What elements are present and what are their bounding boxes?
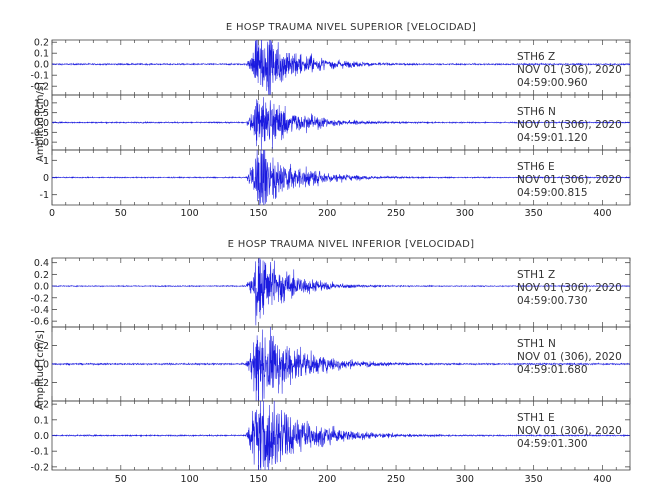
x-tick-label: 350: [525, 474, 543, 485]
seismic-trace: [52, 327, 630, 401]
y-tick-label: 0.5: [34, 108, 49, 119]
seismic-trace: [52, 401, 630, 470]
y-tick-label: -1: [40, 190, 49, 201]
y-axis-label: Amplitud [cm/s]: [35, 330, 46, 410]
time-label: 04:59:00.730: [517, 295, 588, 307]
y-tick-label: 0.2: [34, 270, 49, 281]
y-tick-label: -0.6: [30, 317, 49, 328]
x-tick-label: 50: [115, 474, 127, 485]
station-label: STH1 Z: [517, 269, 555, 281]
y-tick-label: 0.0: [34, 282, 49, 293]
x-tick-label: 200: [318, 474, 336, 485]
seismic-trace: [52, 40, 630, 95]
y-tick-label: -0.5: [30, 128, 49, 139]
station-label: STH6 E: [517, 161, 555, 173]
x-tick-label: 350: [525, 208, 543, 219]
x-tick-label: 400: [593, 208, 611, 219]
y-tick-label: -0.1: [30, 447, 49, 458]
time-label: 04:59:01.680: [517, 364, 588, 376]
y-tick-label: 0.0: [34, 60, 49, 71]
x-tick-label: 250: [387, 208, 405, 219]
station-label: STH6 N: [517, 106, 556, 118]
x-tick-label: 400: [593, 474, 611, 485]
chart-0: E HOSP TRAUMA NIVEL SUPERIOR [VELOCIDAD]…: [30, 22, 631, 219]
date-label: NOV 01 (306), 2020: [517, 282, 622, 294]
x-tick-label: 100: [181, 474, 199, 485]
time-label: 04:59:01.300: [517, 438, 588, 450]
y-tick-label: -0.2: [30, 378, 49, 389]
y-tick-label: 0.0: [34, 431, 49, 442]
y-tick-label: 0.1: [34, 415, 49, 426]
x-tick-label: 300: [456, 208, 474, 219]
x-tick-label: 300: [456, 474, 474, 485]
y-axis-label: Amplitud [cm/s]: [35, 82, 46, 162]
y-tick-label: -0.2: [30, 462, 49, 473]
y-tick-label: -0.2: [30, 82, 49, 93]
y-tick-label: 0.2: [34, 341, 49, 352]
x-tick-label: 100: [181, 208, 199, 219]
date-label: NOV 01 (306), 2020: [517, 119, 622, 131]
x-tick-label: 150: [249, 208, 267, 219]
x-tick-label: 50: [115, 208, 127, 219]
y-tick-label: 0.2: [34, 38, 49, 49]
time-label: 04:59:00.960: [517, 77, 588, 89]
x-tick-label: 150: [249, 474, 267, 485]
time-label: 04:59:01.120: [517, 132, 588, 144]
y-tick-label: 0.4: [34, 258, 49, 269]
chart-title: E HOSP TRAUMA NIVEL SUPERIOR [VELOCIDAD]: [226, 22, 476, 33]
y-tick-label: -0.4: [30, 305, 49, 316]
y-tick-label: 0.2: [34, 400, 49, 411]
station-label: STH6 Z: [517, 51, 555, 63]
y-tick-label: 0.0: [34, 360, 49, 371]
seismic-trace: [52, 97, 630, 150]
station-label: STH1 E: [517, 412, 555, 424]
y-tick-label: 0.1: [34, 49, 49, 60]
x-tick-label: 0: [49, 208, 55, 219]
time-label: 04:59:00.815: [517, 187, 588, 199]
date-label: NOV 01 (306), 2020: [517, 174, 622, 186]
station-label: STH1 N: [517, 338, 556, 350]
chart-title: E HOSP TRAUMA NIVEL INFERIOR [VELOCIDAD]: [228, 239, 475, 250]
y-tick-label: 0.0: [34, 118, 49, 129]
date-label: NOV 01 (306), 2020: [517, 64, 622, 76]
seismic-trace: [52, 150, 630, 205]
date-label: NOV 01 (306), 2020: [517, 425, 622, 437]
seismic-trace: [52, 258, 630, 326]
y-tick-label: -0.2: [30, 293, 49, 304]
date-label: NOV 01 (306), 2020: [517, 351, 622, 363]
y-tick-label: -1.0: [30, 138, 49, 149]
y-tick-label: 0: [43, 173, 49, 184]
x-tick-label: 250: [387, 474, 405, 485]
y-tick-label: 1.0: [34, 98, 49, 109]
x-tick-label: 200: [318, 208, 336, 219]
y-tick-label: -0.1: [30, 71, 49, 82]
y-tick-label: 1: [43, 156, 49, 167]
chart-1: E HOSP TRAUMA NIVEL INFERIOR [VELOCIDAD]…: [30, 239, 631, 485]
